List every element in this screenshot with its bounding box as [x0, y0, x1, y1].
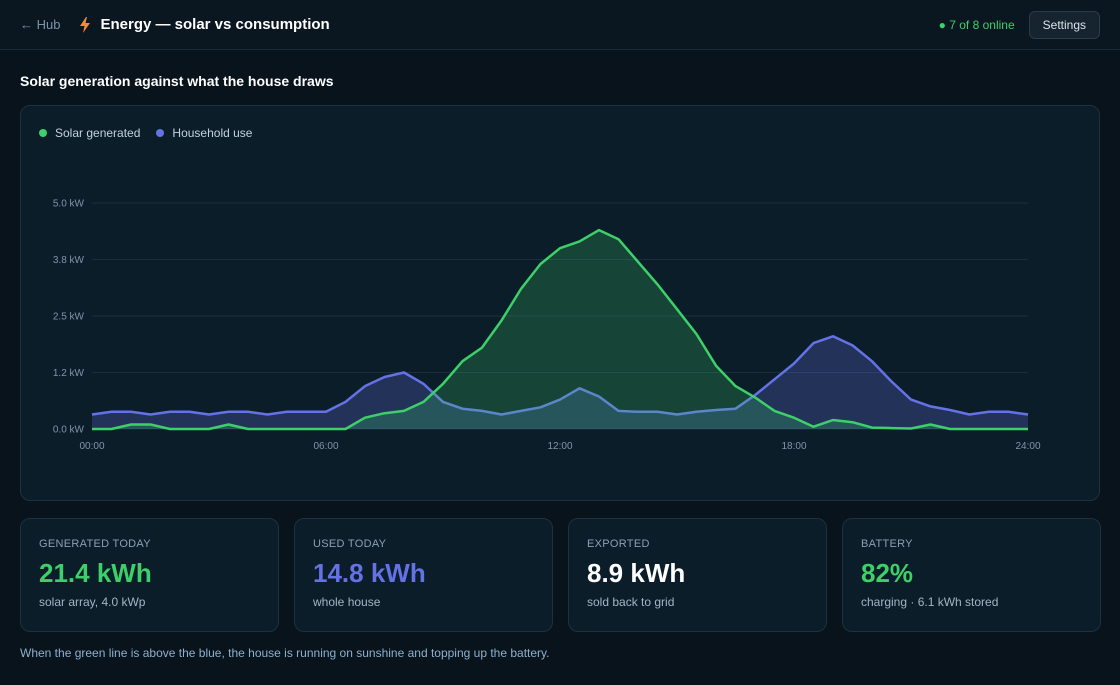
- chart-legend: Solar generated Household use: [39, 126, 252, 140]
- series-line-solar: [92, 228, 1028, 431]
- top-bar: ← Hub Energy — solar vs consumption ● 7 …: [0, 0, 1120, 50]
- stats-row: GENERATED TODAY 21.4 kWh solar array, 4.…: [20, 518, 1101, 632]
- legend-label-solar: Solar generated: [55, 126, 141, 140]
- y-tick-label: 2.5 kW: [53, 312, 85, 323]
- chart-card: 0.0 kW 1.2 kW 2.5 kW 3.8 kW 5.0 kW 00:00 06:00…: [20, 105, 1100, 501]
- legend-dot-household: [156, 129, 165, 137]
- x-tick-label: 12:00: [547, 441, 572, 452]
- back-to-hub-link[interactable]: ← Hub: [20, 17, 61, 32]
- stat-value: 82%: [861, 558, 914, 588]
- y-tick-label: 0.0 kW: [53, 425, 85, 436]
- stat-sub: solar array, 4.0 kWp: [39, 595, 146, 609]
- series-line-household: [91, 335, 1029, 416]
- page-title: Energy — solar vs consumption: [100, 16, 330, 33]
- online-status-badge: ● 7 of 8 online: [938, 17, 1015, 32]
- stat-sub: charging · 6.1 kWh stored: [861, 595, 999, 609]
- settings-button[interactable]: Settings: [1028, 10, 1100, 39]
- y-tick-label: 5.0 kW: [53, 199, 85, 210]
- stat-label: USED TODAY: [313, 538, 387, 550]
- stat-value: 14.8 kWh: [313, 558, 426, 588]
- legend-item-solar[interactable]: Solar generated: [39, 126, 140, 140]
- series-area-household: [92, 336, 1028, 429]
- x-tick-label: 06:00: [313, 441, 338, 452]
- stat-card-exported: EXPORTED 8.9 kWh sold back to grid: [568, 518, 827, 632]
- energy-chart: 0.0 kW 1.2 kW 2.5 kW 3.8 kW 5.0 kW 00:00 06:00…: [53, 199, 1041, 453]
- footnote: When the green line is above the blue, t…: [20, 646, 550, 660]
- x-tick-label: 00:00: [79, 441, 104, 452]
- stat-card-used: USED TODAY 14.8 kWh whole house: [294, 518, 553, 632]
- stat-label: EXPORTED: [587, 538, 650, 550]
- y-tick-label: 1.2 kW: [53, 368, 85, 379]
- legend-item-household[interactable]: Household use: [156, 126, 252, 140]
- series-area-solar: [92, 230, 1028, 429]
- legend-dot-solar: [39, 129, 47, 137]
- x-tick-label: 24:00: [1015, 441, 1040, 452]
- stat-card-generated: GENERATED TODAY 21.4 kWh solar array, 4.…: [20, 518, 279, 632]
- stat-value: 8.9 kWh: [587, 558, 686, 588]
- stat-sub: whole house: [313, 595, 381, 609]
- stat-value: 21.4 kWh: [39, 558, 152, 588]
- stat-sub: sold back to grid: [587, 595, 675, 609]
- x-tick-label: 18:00: [781, 441, 806, 452]
- stat-label: GENERATED TODAY: [39, 538, 151, 550]
- section-title: Solar generation against what the house …: [20, 73, 334, 89]
- lightning-bolt-icon: [78, 16, 92, 33]
- stat-card-battery: BATTERY 82% charging · 6.1 kWh stored: [842, 518, 1101, 632]
- legend-label-household: Household use: [172, 126, 253, 140]
- y-tick-label: 3.8 kW: [53, 255, 85, 266]
- stat-label: BATTERY: [861, 538, 913, 550]
